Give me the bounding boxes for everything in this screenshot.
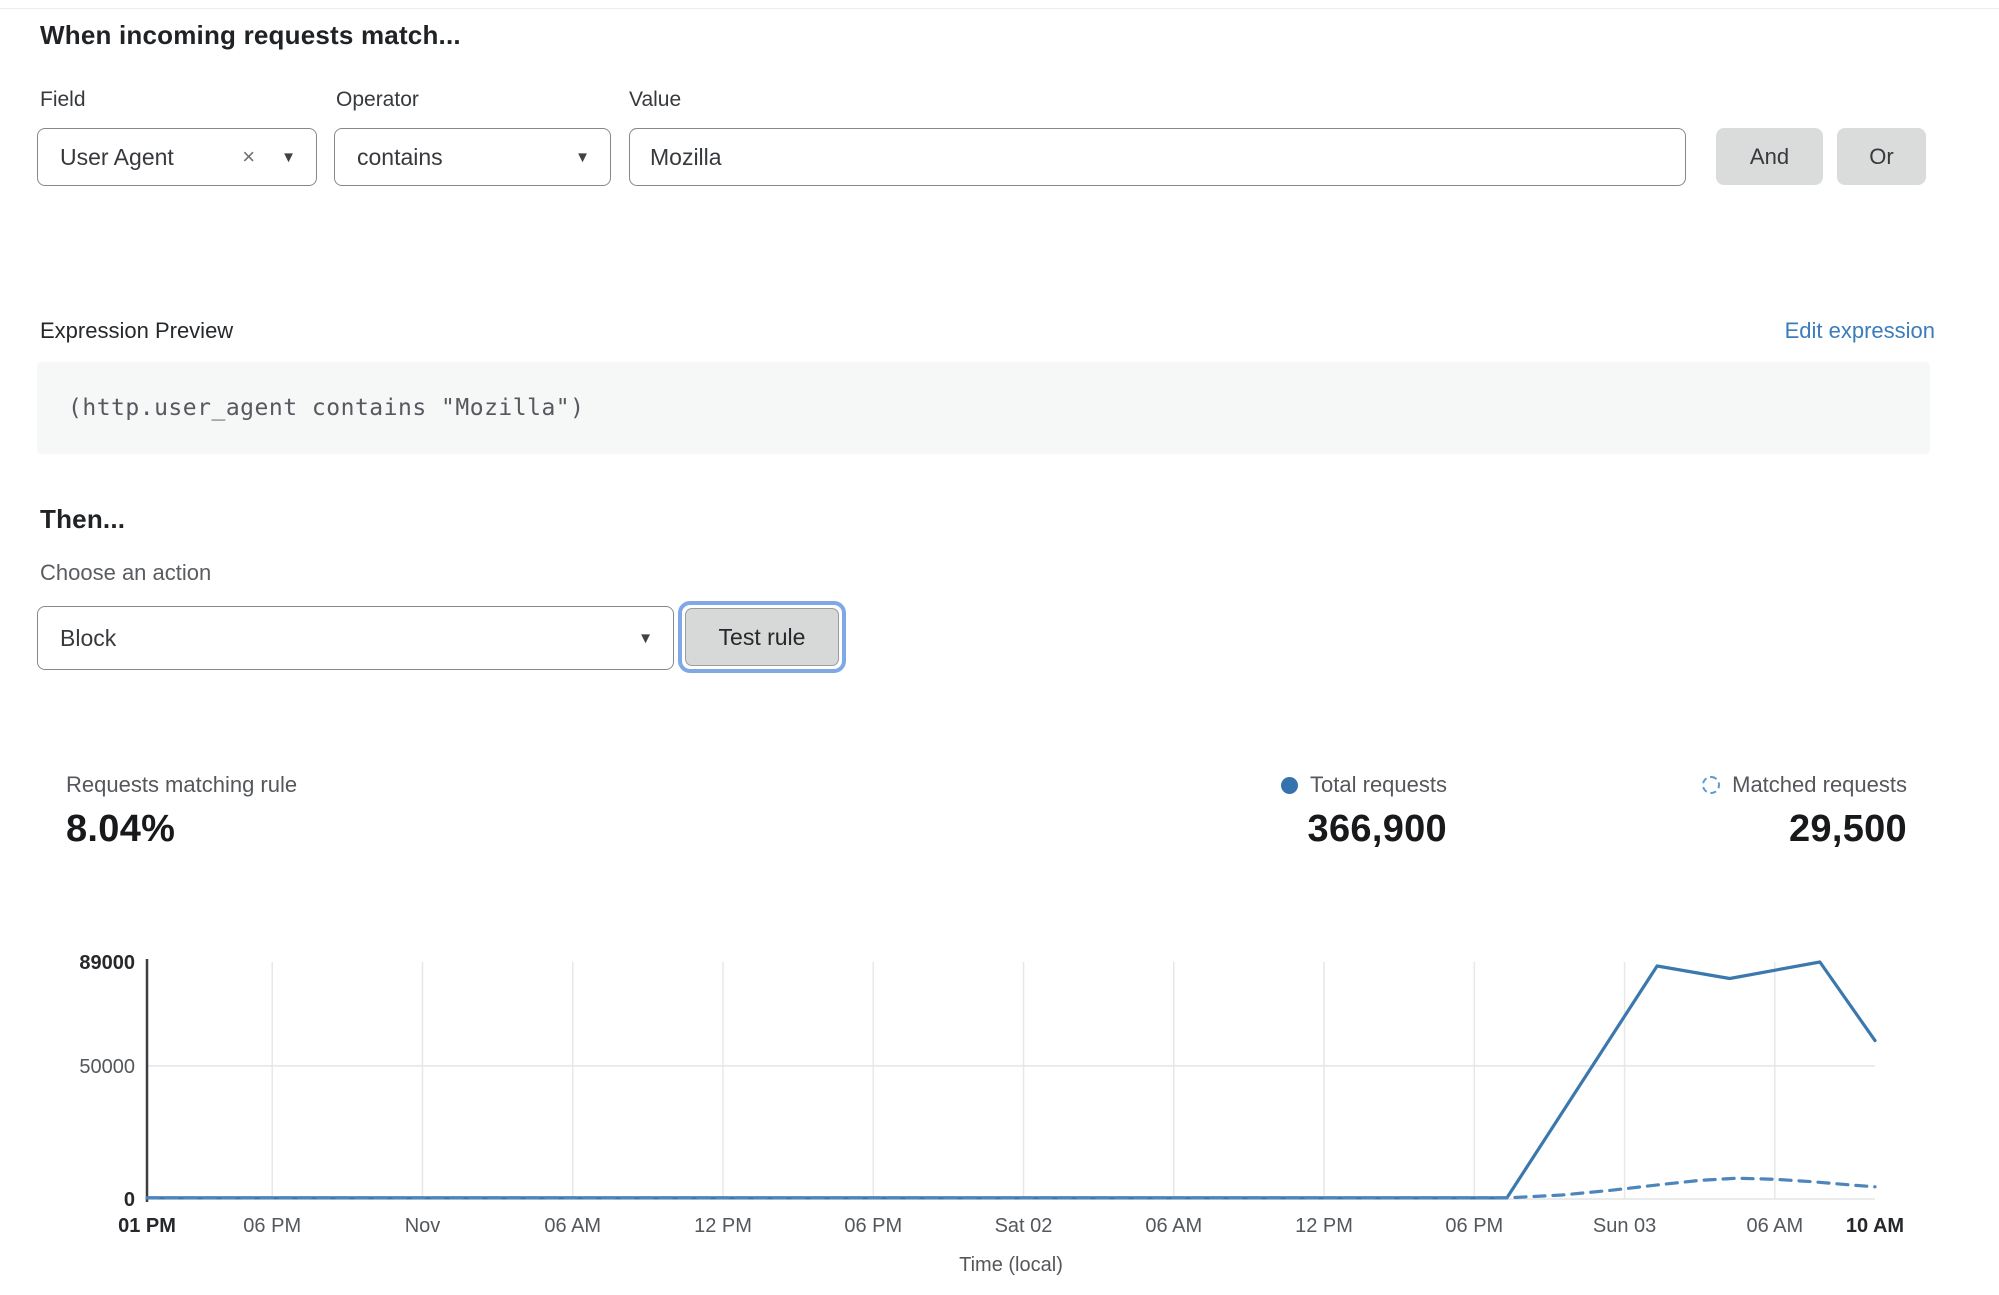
expression-preview-label: Expression Preview bbox=[40, 318, 234, 343]
test-rule-focus-ring: Test rule bbox=[678, 601, 846, 673]
choose-action-label: Choose an action bbox=[40, 560, 212, 585]
requests-matching-stat: Requests matching rule 8.04% bbox=[66, 772, 297, 851]
y-tick-label: 89000 bbox=[79, 952, 135, 974]
top-divider bbox=[0, 8, 1999, 9]
x-tick-label: 06 PM bbox=[1445, 1215, 1503, 1237]
field-label: Field bbox=[40, 88, 86, 111]
matched-requests-label: Matched requests bbox=[1732, 772, 1907, 797]
expression-code: (http.user_agent contains "Mozilla") bbox=[68, 395, 585, 421]
matched-requests-stat: Matched requests 29,500 bbox=[1702, 772, 1907, 851]
and-button[interactable]: And bbox=[1716, 128, 1823, 185]
expression-preview-box: (http.user_agent contains "Mozilla") bbox=[37, 362, 1930, 454]
clear-field-icon[interactable]: × bbox=[242, 144, 256, 169]
matched-requests-legend-dashed-circle-icon bbox=[1702, 776, 1721, 794]
series-line-total-requests bbox=[145, 960, 1877, 1200]
x-tick-label: 06 PM bbox=[243, 1215, 301, 1237]
chevron-down-icon: ▼ bbox=[575, 148, 590, 166]
total-requests-label: Total requests bbox=[1310, 772, 1447, 797]
x-tick-label: Sun 03 bbox=[1593, 1215, 1656, 1237]
total-requests-stat: Total requests 366,900 bbox=[1281, 772, 1447, 851]
x-tick-label: 06 AM bbox=[1145, 1215, 1202, 1237]
requests-chart: 89000 50000 0 01 PM 06 PM Nov 06 AM 12 PM 06 PM S… bbox=[40, 945, 1920, 1285]
operator-label: Operator bbox=[336, 88, 419, 111]
requests-matching-label: Requests matching rule bbox=[66, 772, 298, 797]
x-tick-label: Sat 02 bbox=[995, 1215, 1053, 1237]
field-select-value: User Agent bbox=[60, 143, 174, 170]
or-button[interactable]: Or bbox=[1837, 128, 1926, 185]
total-requests-value: 366,900 bbox=[1307, 808, 1447, 850]
chevron-down-icon: ▼ bbox=[281, 148, 296, 166]
x-tick-label: Nov bbox=[405, 1215, 441, 1237]
operator-select-value: contains bbox=[357, 143, 443, 170]
page-title: When incoming requests match... bbox=[40, 20, 461, 50]
action-select-value: Block bbox=[60, 624, 117, 651]
total-requests-legend-dot-icon bbox=[1281, 776, 1299, 794]
matched-requests-value: 29,500 bbox=[1788, 808, 1907, 850]
requests-chart-svg: 89000 50000 0 01 PM 06 PM Nov 06 AM 12 PM 06 PM S… bbox=[79, 952, 1904, 1276]
x-tick-label: 12 PM bbox=[694, 1215, 752, 1237]
series-line-matched-requests bbox=[145, 1176, 1877, 1200]
y-tick-label: 0 bbox=[124, 1189, 135, 1211]
edit-expression-link[interactable]: Edit expression bbox=[1784, 318, 1935, 343]
requests-matching-value: 8.04% bbox=[66, 808, 176, 850]
value-input[interactable] bbox=[629, 128, 1686, 186]
chevron-down-icon: ▼ bbox=[638, 629, 653, 647]
x-tick-label: 06 AM bbox=[1746, 1215, 1803, 1237]
x-tick-label: 06 PM bbox=[844, 1215, 902, 1237]
x-axis-title: Time (local) bbox=[959, 1254, 1063, 1276]
x-tick-label: 06 AM bbox=[544, 1215, 601, 1237]
test-rule-button[interactable]: Test rule bbox=[685, 608, 839, 666]
then-title: Then... bbox=[40, 504, 126, 534]
field-select[interactable]: User Agent × ▼ bbox=[37, 128, 317, 186]
action-select[interactable]: Block ▼ bbox=[37, 606, 674, 670]
operator-select[interactable]: contains ▼ bbox=[334, 128, 611, 186]
y-tick-label: 50000 bbox=[79, 1056, 135, 1078]
x-tick-label: 12 PM bbox=[1295, 1215, 1353, 1237]
x-tick-label: 01 PM bbox=[118, 1215, 176, 1237]
value-label: Value bbox=[629, 88, 682, 111]
x-tick-label: 10 AM bbox=[1846, 1215, 1904, 1237]
